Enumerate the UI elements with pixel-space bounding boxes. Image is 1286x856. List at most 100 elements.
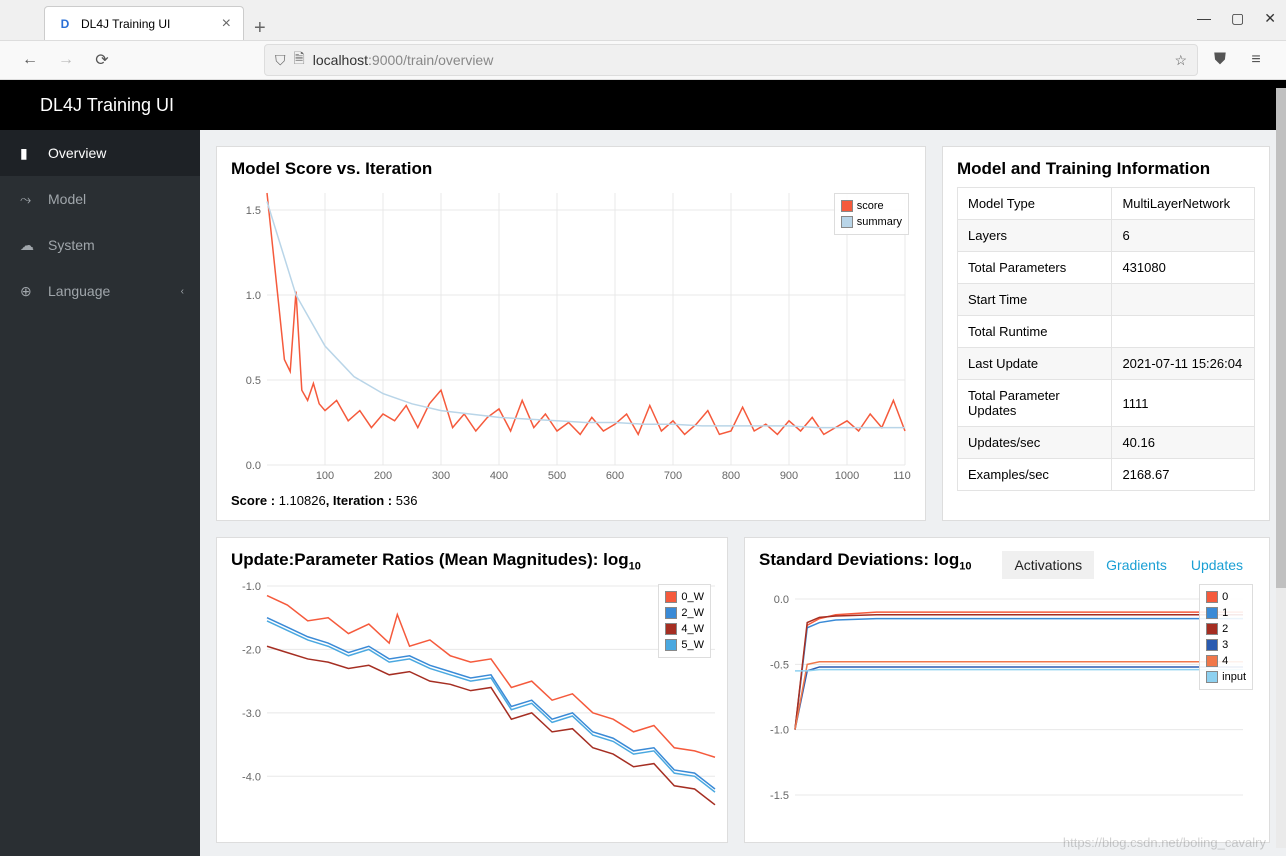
stddev-legend: 01234input bbox=[1199, 584, 1253, 690]
info-key: Model Type bbox=[958, 188, 1112, 220]
info-key: Updates/sec bbox=[958, 427, 1112, 459]
info-value: 431080 bbox=[1112, 252, 1255, 284]
svg-text:-1.5: -1.5 bbox=[770, 790, 789, 802]
window-controls: — ▢ ✕ bbox=[1197, 10, 1276, 27]
shield-icon[interactable]: ⛉ bbox=[275, 52, 286, 69]
bookmark-icon[interactable]: ☆ bbox=[1174, 52, 1187, 69]
info-key: Layers bbox=[958, 220, 1112, 252]
app-header: DL4J Training UI bbox=[0, 80, 1286, 130]
svg-text:800: 800 bbox=[722, 470, 740, 482]
page-icon: 🗎 bbox=[294, 48, 305, 72]
info-row: Total Runtime bbox=[958, 316, 1255, 348]
forward-button[interactable]: → bbox=[52, 46, 80, 74]
info-row: Total Parameter Updates1111 bbox=[958, 380, 1255, 427]
legend-item: 0 bbox=[1206, 589, 1246, 605]
menu-icon[interactable]: ≡ bbox=[1242, 46, 1270, 74]
legend-item: 0_W bbox=[665, 589, 704, 605]
legend-item: 4_W bbox=[665, 621, 704, 637]
sidebar-icon: ⊕ bbox=[20, 283, 36, 300]
svg-text:-1.0: -1.0 bbox=[770, 725, 789, 737]
ratio-chart-panel: Update:Parameter Ratios (Mean Magnitudes… bbox=[216, 537, 728, 843]
stddev-chart: 0.0 -0.5 -1.0 -1.5 bbox=[759, 580, 1249, 830]
minimize-button[interactable]: — bbox=[1197, 10, 1211, 27]
back-button[interactable]: ← bbox=[16, 46, 44, 74]
legend-item: 1 bbox=[1206, 605, 1246, 621]
svg-text:-1.0: -1.0 bbox=[242, 581, 261, 593]
info-row: Total Parameters431080 bbox=[958, 252, 1255, 284]
info-value: 2021-07-11 15:26:04 bbox=[1112, 348, 1255, 380]
svg-text:-0.5: -0.5 bbox=[770, 660, 789, 672]
reload-button[interactable]: ⟳ bbox=[88, 46, 116, 74]
info-value: 6 bbox=[1112, 220, 1255, 252]
tab-close-icon[interactable]: × bbox=[222, 15, 231, 33]
info-key: Last Update bbox=[958, 348, 1112, 380]
sidebar-item-language[interactable]: ⊕ Language ‹ bbox=[0, 268, 200, 314]
legend-item: 3 bbox=[1206, 637, 1246, 653]
close-button[interactable]: ✕ bbox=[1264, 10, 1276, 27]
chevron-left-icon: ‹ bbox=[181, 286, 184, 297]
info-row: Last Update2021-07-11 15:26:04 bbox=[958, 348, 1255, 380]
ratio-chart-title: Update:Parameter Ratios (Mean Magnitudes… bbox=[231, 550, 713, 572]
svg-text:-4.0: -4.0 bbox=[242, 772, 261, 784]
svg-text:600: 600 bbox=[606, 470, 624, 482]
svg-text:0.5: 0.5 bbox=[246, 375, 261, 387]
url-bar[interactable]: ⛉ 🗎 localhost:9000/train/overview ☆ bbox=[264, 44, 1198, 76]
legend-item: 2_W bbox=[665, 605, 704, 621]
svg-text:900: 900 bbox=[780, 470, 798, 482]
tab-updates[interactable]: Updates bbox=[1179, 551, 1255, 579]
tab-bar: D DL4J Training UI × + bbox=[0, 0, 1286, 40]
score-chart-panel: Model Score vs. Iteration 0.00.51.01.510… bbox=[216, 146, 926, 521]
score-chart-title: Model Score vs. Iteration bbox=[231, 159, 911, 179]
svg-text:300: 300 bbox=[432, 470, 450, 482]
sidebar-item-label: Model bbox=[48, 191, 86, 207]
info-value: 1111 bbox=[1112, 380, 1255, 427]
svg-text:1.0: 1.0 bbox=[246, 290, 261, 302]
sidebar-item-label: System bbox=[48, 237, 95, 253]
info-key: Examples/sec bbox=[958, 459, 1112, 491]
pocket-icon[interactable]: ⛊ bbox=[1206, 46, 1234, 74]
vertical-scrollbar[interactable] bbox=[1276, 88, 1286, 848]
info-table: Model TypeMultiLayerNetworkLayers6Total … bbox=[957, 187, 1255, 491]
info-value bbox=[1112, 284, 1255, 316]
ratio-legend: 0_W2_W4_W5_W bbox=[658, 584, 711, 658]
score-footer: Score : 1.10826, Iteration : 536 bbox=[231, 493, 911, 508]
svg-text:-2.0: -2.0 bbox=[242, 645, 261, 657]
info-value bbox=[1112, 316, 1255, 348]
sidebar-icon: ⤳ bbox=[20, 191, 36, 208]
stddev-chart-title: Standard Deviations: log10 bbox=[759, 550, 972, 572]
legend-item: 2 bbox=[1206, 621, 1246, 637]
svg-text:200: 200 bbox=[374, 470, 392, 482]
sidebar-icon: ▮ bbox=[20, 145, 36, 162]
sidebar-item-label: Language bbox=[48, 283, 110, 299]
legend-item: input bbox=[1206, 669, 1246, 685]
sidebar: ▮Overview ⤳ Model ☁System ⊕ Language ‹ bbox=[0, 130, 200, 856]
sidebar-item-model[interactable]: ⤳ Model bbox=[0, 176, 200, 222]
info-row: Layers6 bbox=[958, 220, 1255, 252]
svg-text:100: 100 bbox=[316, 470, 334, 482]
app-title: DL4J Training UI bbox=[40, 95, 174, 116]
sidebar-item-overview[interactable]: ▮Overview bbox=[0, 130, 200, 176]
tab-activations[interactable]: Activations bbox=[1002, 551, 1094, 579]
info-value: MultiLayerNetwork bbox=[1112, 188, 1255, 220]
svg-text:0.0: 0.0 bbox=[246, 460, 261, 472]
info-panel-title: Model and Training Information bbox=[957, 159, 1255, 179]
new-tab-button[interactable]: + bbox=[244, 17, 276, 40]
browser-tab[interactable]: D DL4J Training UI × bbox=[44, 6, 244, 40]
tab-title: DL4J Training UI bbox=[81, 17, 214, 31]
url-text: localhost:9000/train/overview bbox=[313, 52, 1167, 68]
tab-gradients[interactable]: Gradients bbox=[1094, 551, 1179, 579]
svg-text:1000: 1000 bbox=[835, 470, 859, 482]
stddev-chart-panel: Standard Deviations: log10 ActivationsGr… bbox=[744, 537, 1270, 843]
svg-text:0.0: 0.0 bbox=[774, 594, 789, 606]
info-key: Total Runtime bbox=[958, 316, 1112, 348]
info-row: Start Time bbox=[958, 284, 1255, 316]
legend-item: summary bbox=[841, 214, 902, 230]
score-chart: 0.00.51.01.51002003004005006007008009001… bbox=[231, 187, 911, 487]
legend-item: 4 bbox=[1206, 653, 1246, 669]
maximize-button[interactable]: ▢ bbox=[1231, 10, 1244, 27]
sidebar-item-system[interactable]: ☁System bbox=[0, 222, 200, 268]
info-row: Examples/sec2168.67 bbox=[958, 459, 1255, 491]
svg-text:-3.0: -3.0 bbox=[242, 708, 261, 720]
info-row: Model TypeMultiLayerNetwork bbox=[958, 188, 1255, 220]
browser-chrome: — ▢ ✕ D DL4J Training UI × + ← → ⟳ ⛉ 🗎 l… bbox=[0, 0, 1286, 80]
